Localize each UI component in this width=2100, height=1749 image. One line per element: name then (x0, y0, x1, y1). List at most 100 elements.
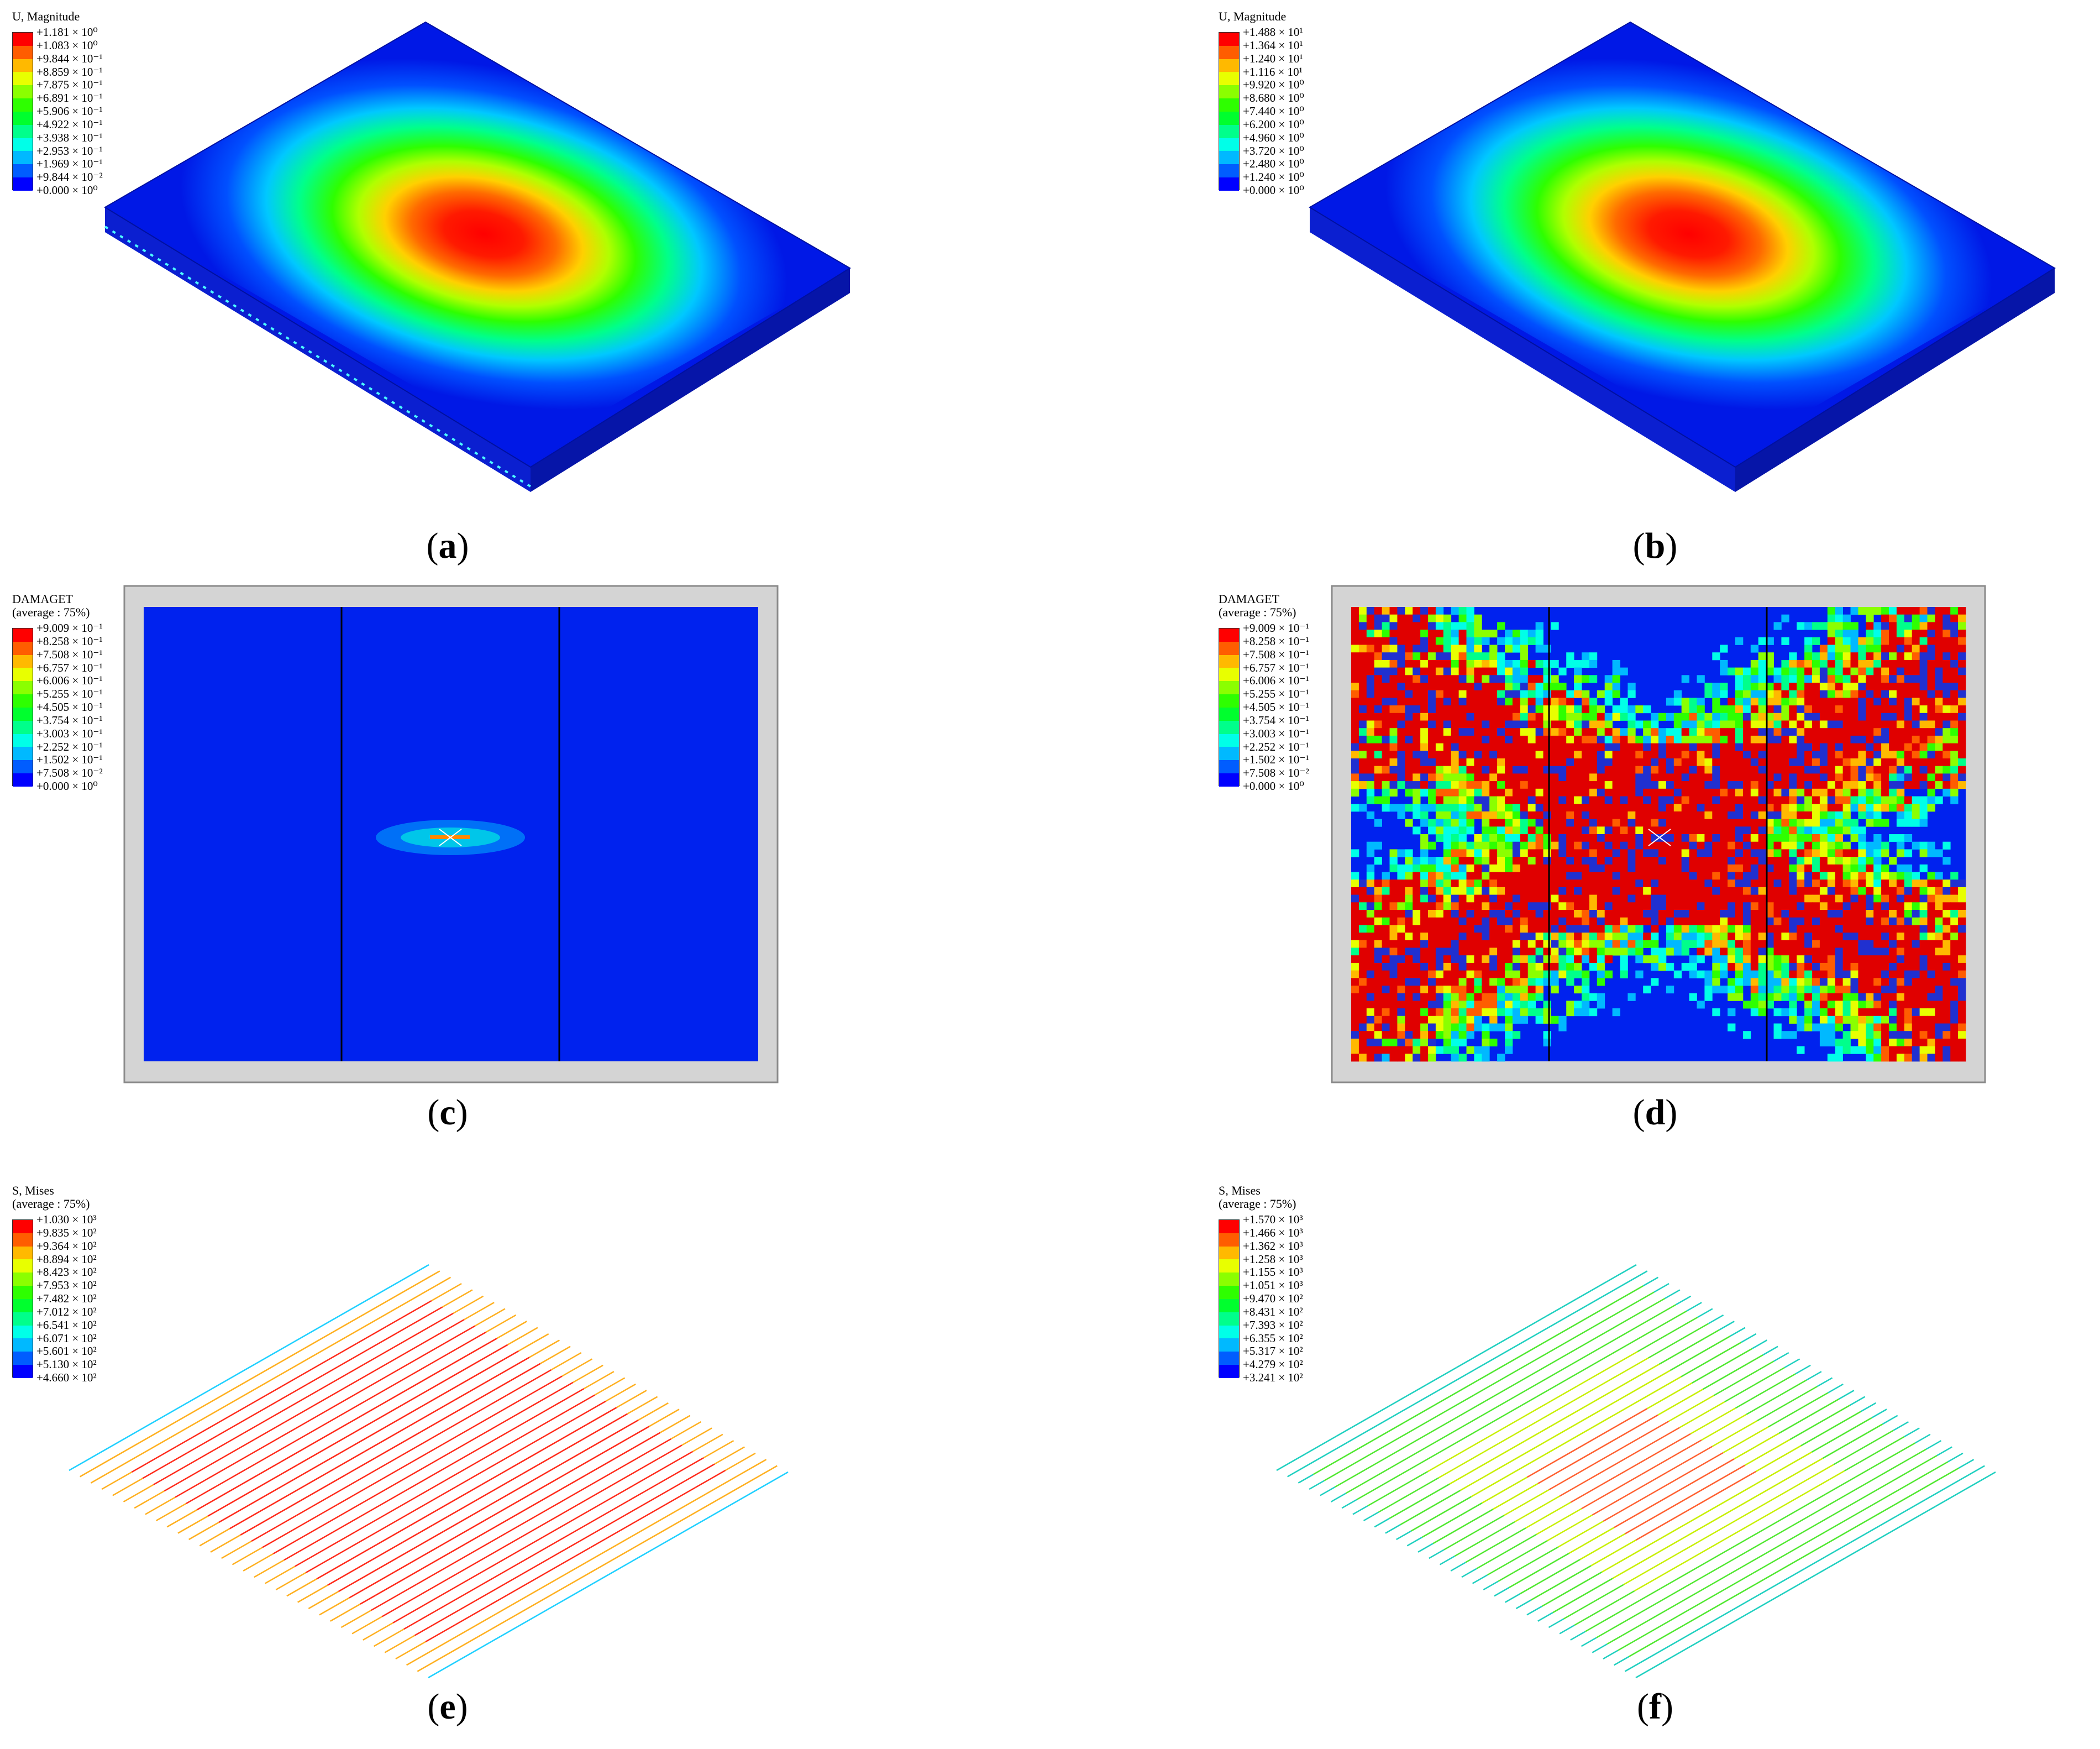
legend-value: +8.258 × 10⁻¹ (1243, 634, 1309, 648)
legend-value: +9.844 × 10⁻¹ (36, 51, 103, 65)
legend-title: DAMAGET (1219, 592, 1279, 606)
legend-value: +1.181 × 10⁰ (36, 25, 98, 39)
legend-swatch (13, 1259, 33, 1273)
caption-b: (b) (1632, 526, 1678, 566)
panel-a: U, Magnitude +1.181 × 10⁰ +1.083 × 10⁰ +9.… (0, 0, 1050, 586)
legend-swatch (13, 707, 33, 721)
legend-value: +3.003 × 10⁻¹ (1243, 726, 1309, 740)
legend-swatch (13, 1312, 33, 1326)
legend-swatch (1219, 72, 1239, 86)
legend-swatch (1219, 1338, 1239, 1352)
legend-swatch (1219, 33, 1239, 46)
legend-value: +1.362 × 10³ (1243, 1239, 1303, 1253)
legend-value: +6.200 × 10⁰ (1243, 117, 1304, 131)
legend-swatch (13, 1325, 33, 1339)
legend-value: +7.482 × 10² (36, 1292, 97, 1305)
legend-value: +1.030 × 10³ (36, 1213, 97, 1226)
legend-swatch (13, 72, 33, 86)
legend-value: +7.440 × 10⁰ (1243, 104, 1304, 118)
legend-value: +4.960 × 10⁰ (1243, 130, 1304, 144)
legend-value: +9.364 × 10² (36, 1239, 97, 1253)
rebar-stress-f (1276, 1264, 1996, 1679)
legend-value: +3.720 × 10⁰ (1243, 144, 1304, 158)
legend-swatch (1219, 1233, 1239, 1247)
legend-value: +6.757 × 10⁻¹ (36, 661, 103, 674)
legend-value: +3.754 × 10⁻¹ (36, 713, 103, 727)
caption-a: (a) (426, 526, 469, 566)
legend-title: DAMAGET (12, 592, 73, 606)
legend-value: +0.000 × 10⁰ (1243, 184, 1304, 197)
legend-value: +4.505 × 10⁻¹ (36, 700, 103, 714)
legend-swatch (1219, 177, 1239, 191)
legend-value: +1.488 × 10¹ (1243, 25, 1303, 39)
legend-swatch (1219, 1365, 1239, 1378)
legend-swatch (13, 151, 33, 165)
legend-value: +5.601 × 10² (36, 1344, 97, 1358)
legend-swatch (1219, 1352, 1239, 1365)
legend-swatch (1219, 164, 1239, 178)
legend-value: +8.894 × 10² (36, 1252, 97, 1266)
legend-swatch (1219, 668, 1239, 682)
damage-contour-d (1331, 585, 1986, 1083)
legend-swatch (13, 124, 33, 138)
legend-value: +2.480 × 10⁰ (1243, 157, 1304, 171)
legend-swatch (1219, 747, 1239, 761)
legend-swatch (1219, 1220, 1239, 1233)
rebar-stress-e (69, 1264, 789, 1679)
legend-swatch (13, 1273, 33, 1286)
legend-swatch (13, 629, 33, 642)
legend-swatch (1219, 629, 1239, 642)
legend-swatch (1219, 694, 1239, 708)
legend-subtitle: (average : 75%) (12, 605, 90, 619)
legend-value: +5.255 × 10⁻¹ (36, 687, 103, 701)
legend-colorbar (1219, 32, 1240, 191)
legend-value: +1.502 × 10⁻¹ (36, 753, 103, 767)
legend-value: +1.083 × 10⁰ (36, 38, 98, 52)
legend-value: +2.252 × 10⁻¹ (36, 740, 103, 753)
legend-swatch (1219, 707, 1239, 721)
legend-value: +6.541 × 10² (36, 1318, 97, 1332)
legend-value: +6.006 × 10⁻¹ (1243, 674, 1309, 688)
legend-value: +6.355 × 10² (1243, 1331, 1303, 1345)
legend-swatch (13, 33, 33, 46)
legend-value: +4.505 × 10⁻¹ (1243, 700, 1309, 714)
legend-swatch (1219, 1246, 1239, 1260)
legend-value: +7.508 × 10⁻¹ (1243, 647, 1309, 661)
legend-swatch (13, 654, 33, 668)
legend-value: +5.906 × 10⁻¹ (36, 104, 103, 118)
legend-title: U, Magnitude (1219, 9, 1287, 23)
legend-swatch (13, 85, 33, 99)
legend-swatch (1219, 773, 1239, 787)
legend-swatch (13, 1246, 33, 1260)
legend-title: S, Mises (1219, 1184, 1261, 1197)
legend-swatch (1219, 681, 1239, 695)
legend-swatch (13, 720, 33, 734)
legend-swatch (13, 111, 33, 125)
legend-swatch (1219, 85, 1239, 99)
legend-swatch (1219, 1325, 1239, 1339)
legend-value: +8.859 × 10⁻¹ (36, 65, 103, 78)
legend-value: +9.470 × 10² (1243, 1292, 1303, 1305)
legend-value: +3.938 × 10⁻¹ (36, 130, 103, 144)
legend-swatch (1219, 45, 1239, 59)
legend-swatch (13, 734, 33, 747)
panel-f: S, Mises (average : 75%) +1.570 × 10³ +1.… (1050, 1172, 2100, 1749)
legend-swatch (13, 760, 33, 774)
legend-value: +8.258 × 10⁻¹ (36, 634, 103, 648)
legend-subtitle: (average : 75%) (1219, 605, 1296, 619)
legend-swatch (13, 694, 33, 708)
legend-value: +1.364 × 10¹ (1243, 38, 1303, 52)
legend-swatch (1219, 1298, 1239, 1312)
panel-b: U, Magnitude +1.488 × 10¹ +1.364 × 10¹ +1.… (1050, 0, 2100, 586)
legend-swatch (1219, 1259, 1239, 1273)
legend-value: +6.757 × 10⁻¹ (1243, 661, 1309, 674)
legend-colorbar (12, 1219, 33, 1378)
legend-value: +7.508 × 10⁻² (1243, 766, 1309, 780)
legend-value: +5.255 × 10⁻¹ (1243, 687, 1309, 701)
legend-swatch (13, 641, 33, 655)
legend-value: +9.009 × 10⁻¹ (36, 621, 103, 635)
legend-value: +3.241 × 10² (1243, 1371, 1303, 1384)
legend-value: +7.875 × 10⁻¹ (36, 78, 103, 92)
legend-swatch (1219, 760, 1239, 774)
legend-value: +1.570 × 10³ (1243, 1213, 1303, 1226)
